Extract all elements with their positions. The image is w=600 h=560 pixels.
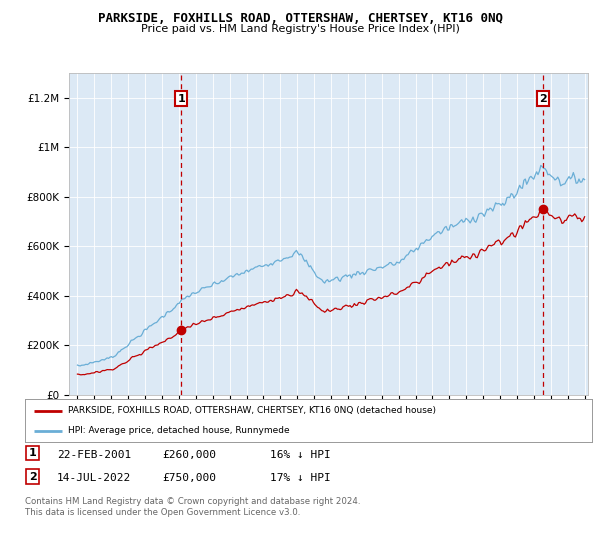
Text: 22-FEB-2001: 22-FEB-2001 <box>57 450 131 460</box>
Text: £750,000: £750,000 <box>162 473 216 483</box>
Text: 1: 1 <box>177 94 185 104</box>
Text: 2: 2 <box>539 94 547 104</box>
Text: PARKSIDE, FOXHILLS ROAD, OTTERSHAW, CHERTSEY, KT16 0NQ (detached house): PARKSIDE, FOXHILLS ROAD, OTTERSHAW, CHER… <box>68 406 436 415</box>
Text: £260,000: £260,000 <box>162 450 216 460</box>
Text: PARKSIDE, FOXHILLS ROAD, OTTERSHAW, CHERTSEY, KT16 0NQ: PARKSIDE, FOXHILLS ROAD, OTTERSHAW, CHER… <box>97 12 503 25</box>
Text: 1: 1 <box>29 448 37 458</box>
Text: HPI: Average price, detached house, Runnymede: HPI: Average price, detached house, Runn… <box>68 426 289 435</box>
Text: 2: 2 <box>29 472 37 482</box>
Text: Price paid vs. HM Land Registry's House Price Index (HPI): Price paid vs. HM Land Registry's House … <box>140 24 460 34</box>
Text: 16% ↓ HPI: 16% ↓ HPI <box>270 450 331 460</box>
Text: This data is licensed under the Open Government Licence v3.0.: This data is licensed under the Open Gov… <box>25 508 301 517</box>
Text: 17% ↓ HPI: 17% ↓ HPI <box>270 473 331 483</box>
Text: Contains HM Land Registry data © Crown copyright and database right 2024.: Contains HM Land Registry data © Crown c… <box>25 497 361 506</box>
Text: 14-JUL-2022: 14-JUL-2022 <box>57 473 131 483</box>
